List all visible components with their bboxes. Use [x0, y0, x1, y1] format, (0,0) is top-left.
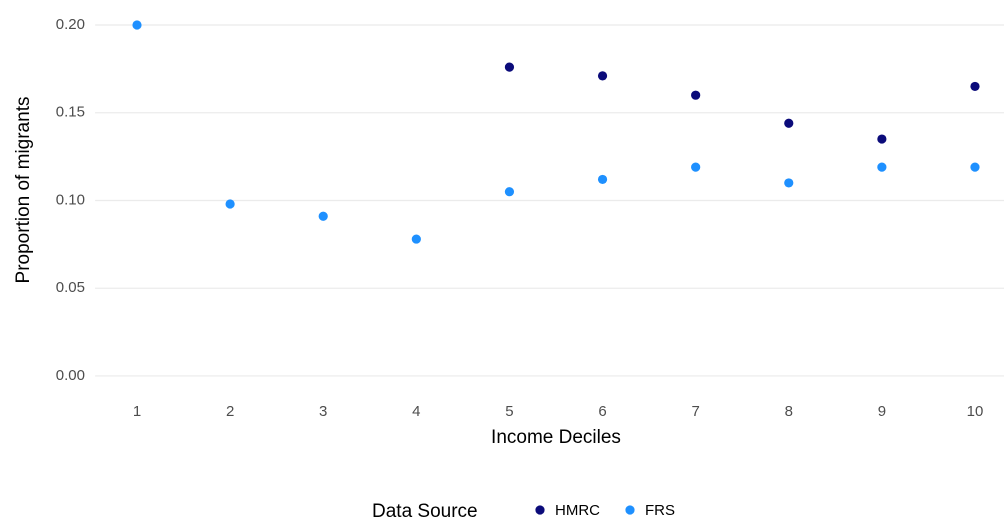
point: [784, 178, 794, 188]
legend-marker: [535, 505, 545, 515]
point: [411, 234, 421, 244]
legend-marker: [625, 505, 635, 515]
x-tick-label: 8: [785, 403, 793, 420]
point: [691, 162, 701, 172]
x-axis-title: Income Deciles: [491, 427, 621, 448]
x-tick-label: 2: [226, 403, 234, 420]
x-tick-label: 6: [598, 403, 606, 420]
x-tick-label: 1: [133, 403, 141, 420]
point: [132, 20, 142, 30]
x-tick-label: 7: [691, 403, 699, 420]
point: [970, 81, 980, 92]
y-tick-label: 0.15: [56, 104, 85, 121]
legend-label: HMRC: [555, 502, 600, 519]
legend-label: FRS: [645, 502, 675, 519]
legend-title: Data Source: [372, 501, 478, 521]
point: [597, 71, 608, 81]
x-tick-label: 3: [319, 403, 327, 420]
point: [877, 134, 887, 144]
point: [504, 62, 515, 72]
x-tick-label: 4: [412, 403, 420, 420]
y-tick-label: 0.05: [56, 279, 85, 296]
x-tick-label: 5: [505, 403, 513, 420]
point: [318, 211, 328, 221]
y-tick-label: 0.00: [56, 367, 85, 384]
point: [877, 162, 887, 172]
y-tick-label: 0.10: [56, 191, 85, 208]
y-axis-title: Proportion of migrants: [13, 97, 34, 284]
y-tick-label: 0.20: [56, 16, 85, 33]
point: [691, 90, 701, 100]
point: [597, 174, 608, 185]
point: [970, 162, 980, 172]
x-tick-label: 10: [967, 403, 984, 420]
x-tick-label: 9: [878, 403, 886, 420]
point: [225, 199, 235, 209]
point: [784, 118, 794, 128]
point: [504, 187, 515, 197]
